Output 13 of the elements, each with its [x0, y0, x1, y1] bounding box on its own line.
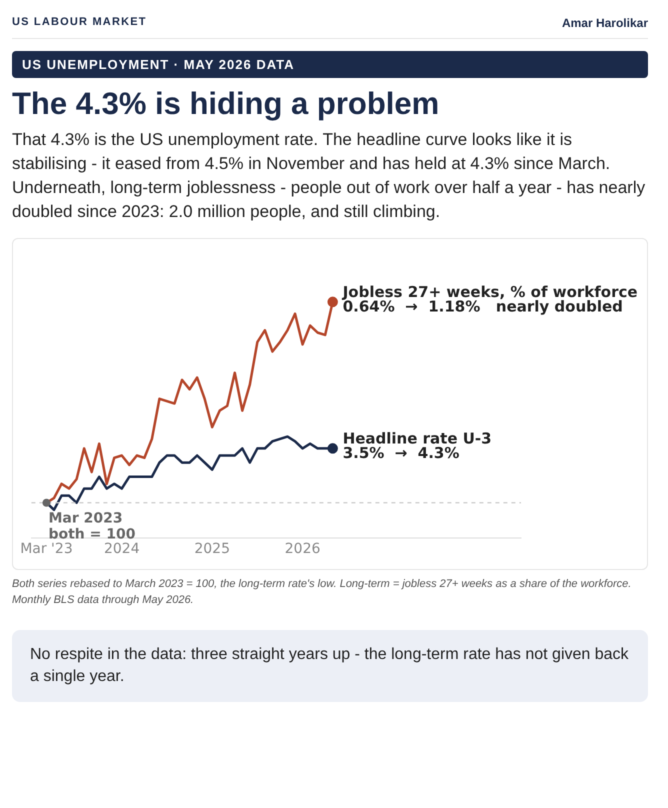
x-tick-label: 2024 [104, 541, 140, 558]
text: No respite in the data: three straight years up - the long-term rate has not given back a single year. [12, 630, 648, 702]
text: Both series rebased to March 2023 = 100, the long-term rate's low. Long-term = jobless 27+ weeks as a share of the workforce. Monthly BLS data through May 2026. [12, 577, 632, 608]
series-label: Jobless 27+ weeks, % of workforce [342, 282, 638, 301]
text: US UNEMPLOYMENT · MAY 2026 DATA [12, 51, 648, 78]
x-tick-label: Mar '23 [20, 541, 73, 558]
chart-subtitle: That 4.3% is the US unemployment rate. The headline curve looks like it is stabilising - it eased from 4.5% in November and has held at 4.3% since March. Underneath, long-term joblessness - people out of work over half a year - has nearly doubled since 2023: 2.0 million people, and still climbing. [12, 129, 646, 223]
chart-title: The 4.3% is hiding a problem [12, 86, 440, 122]
text: US LABOUR MARKET [12, 16, 147, 30]
text: Amar Harolikar [562, 16, 648, 30]
annotation: Mar 2023 both = 100 [48, 510, 136, 542]
x-tick-label: 2026 [284, 541, 320, 558]
x-tick-label: 2025 [194, 541, 230, 558]
